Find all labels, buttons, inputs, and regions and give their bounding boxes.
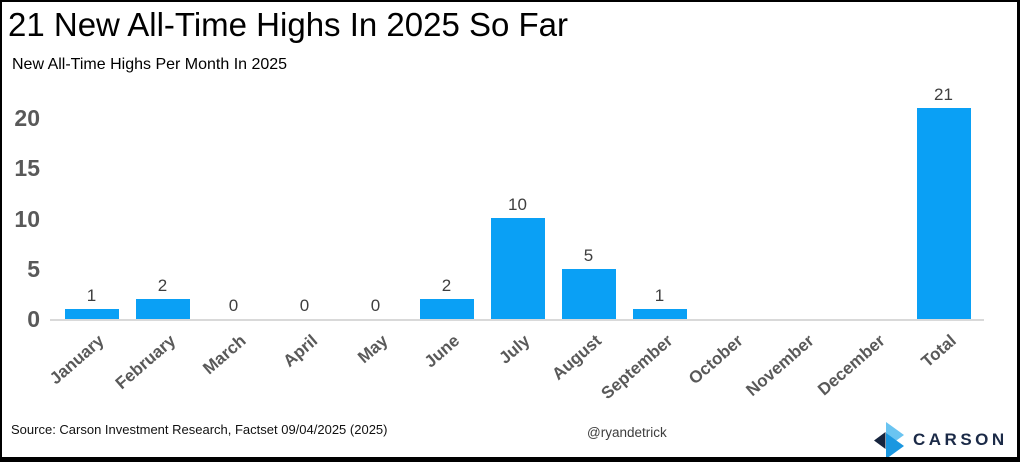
- value-label-august: 5: [583, 246, 594, 265]
- x-label-april: April: [279, 331, 321, 371]
- bar-august: [561, 269, 616, 319]
- value-label-february: 2: [157, 276, 168, 295]
- source-text: Source: Carson Investment Research, Fact…: [11, 422, 388, 437]
- x-label-september: September: [597, 331, 676, 403]
- x-label-january: January: [46, 331, 108, 389]
- bar-july: [490, 218, 545, 319]
- y-tick-5: 5: [27, 255, 40, 282]
- bar-january: [64, 309, 119, 319]
- page-title: 21 New All-Time Highs In 2025 So Far: [8, 6, 569, 43]
- value-label-september: 1: [654, 286, 665, 305]
- x-label-may: May: [354, 331, 392, 368]
- x-label-august: August: [548, 331, 605, 384]
- x-label-june: June: [420, 331, 463, 372]
- y-tick-10: 10: [14, 205, 40, 232]
- value-label-total: 21: [934, 85, 953, 104]
- carson-logo-icon: [874, 421, 904, 457]
- value-label-january: 1: [86, 286, 97, 305]
- x-label-july: July: [495, 331, 534, 368]
- carson-wordmark: CARSON: [913, 430, 1008, 449]
- bar-total: [916, 108, 971, 319]
- y-tick-20: 20: [14, 105, 40, 131]
- y-tick-15: 15: [14, 155, 40, 182]
- value-label-may: 0: [370, 296, 381, 315]
- bar-june: [419, 299, 474, 319]
- carson-logo: CARSON: [873, 421, 1008, 457]
- x-label-december: December: [814, 331, 889, 400]
- x-label-november: November: [742, 331, 818, 400]
- value-label-march: 0: [228, 296, 239, 315]
- x-label-march: March: [199, 331, 250, 379]
- bar-february: [135, 299, 190, 319]
- x-axis-line: [50, 319, 984, 321]
- chart-subtitle: New All-Time Highs Per Month In 2025: [12, 56, 288, 73]
- value-label-june: 2: [441, 276, 452, 295]
- bar-september: [632, 309, 687, 319]
- x-label-october: October: [685, 331, 747, 389]
- twitter-handle: @ryandetrick: [587, 425, 667, 440]
- x-label-february: February: [111, 331, 179, 394]
- y-tick-0: 0: [27, 306, 40, 332]
- x-label-total: Total: [917, 331, 960, 372]
- value-label-april: 0: [299, 296, 310, 315]
- value-label-july: 10: [508, 195, 527, 214]
